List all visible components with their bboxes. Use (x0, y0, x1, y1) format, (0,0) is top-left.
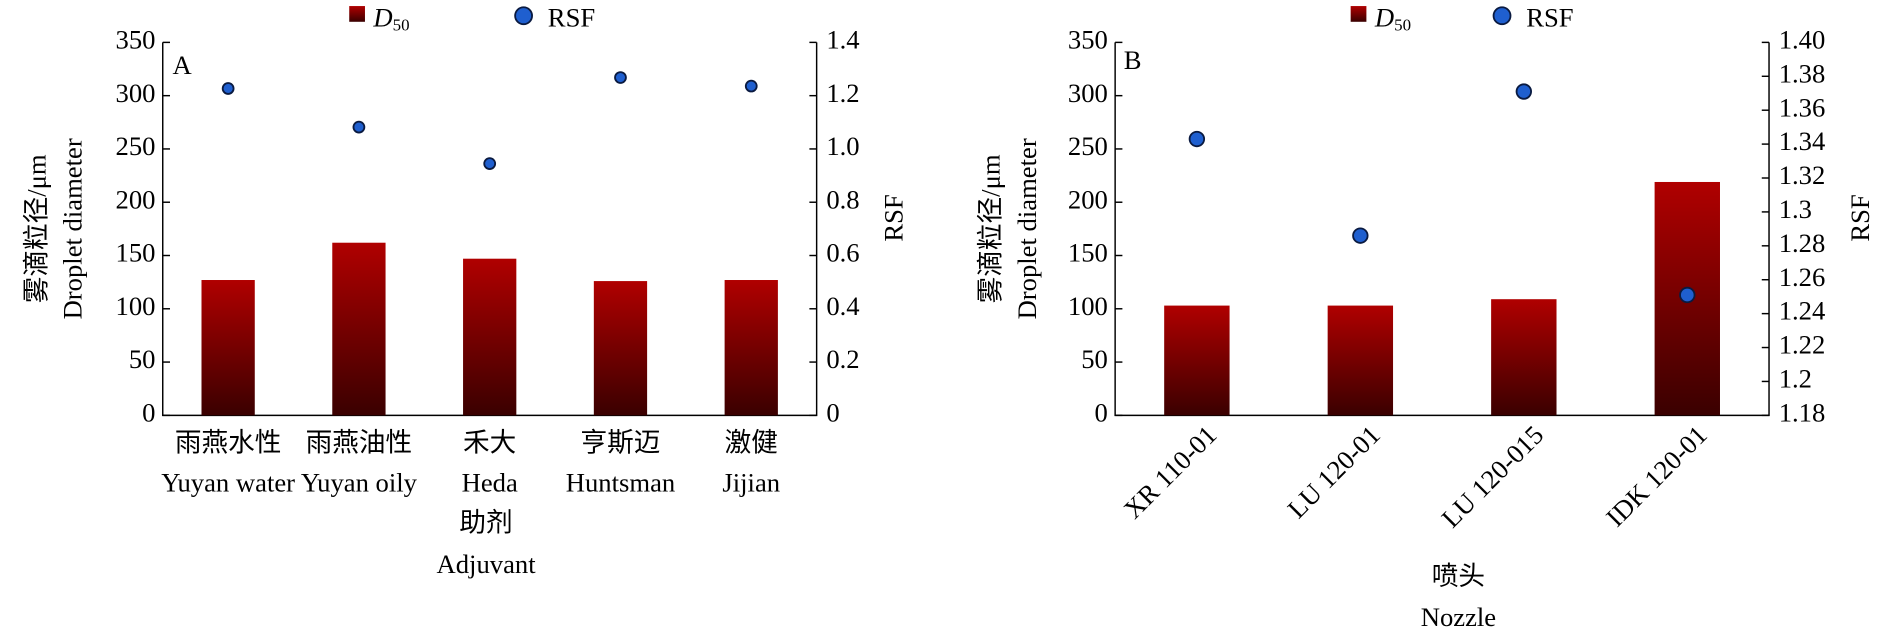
point (221, 82, 235, 95)
y2-tick-label: 1.2 (1779, 364, 1812, 394)
y2-tick-label: 1.38 (1779, 58, 1826, 88)
y-tick-label: 0 (1095, 397, 1108, 427)
y-tick-label: 200 (116, 184, 156, 214)
y-tick-label: 300 (1068, 78, 1108, 108)
legend-label: D50 (1374, 3, 1411, 35)
y2-tick-label: 1.32 (1779, 160, 1826, 190)
legend-label: D50 (372, 3, 409, 35)
x-axis-label: Adjuvant (437, 549, 537, 579)
y2-tick-label: 1.22 (1779, 330, 1826, 360)
x-tick-label: 雨燕水性 (175, 428, 281, 458)
y2-tick-label: 1.36 (1779, 92, 1826, 122)
y-axis-label: Droplet diameter (1012, 138, 1042, 319)
point (352, 120, 366, 134)
y-tick-label: 50 (129, 344, 156, 374)
y2-tick-label: 0.2 (826, 344, 859, 374)
y2-tick-label: 1.0 (826, 131, 859, 161)
y-tick-label: 200 (1068, 184, 1108, 214)
x-tick-label: 禾大 (463, 428, 516, 458)
y2-tick-label: 0.8 (826, 184, 859, 214)
legend-label: RSF (548, 3, 595, 33)
bar (1491, 299, 1557, 416)
y2-tick-label: 0.4 (826, 291, 859, 321)
y2-tick-label: 0.6 (826, 238, 859, 268)
x-tick-label: 激健 (725, 428, 778, 458)
panel-label: A (173, 50, 193, 80)
bar (1164, 305, 1230, 416)
y2-tick-label: 1.3 (1779, 194, 1812, 224)
y-tick-label: 50 (1081, 344, 1108, 374)
y2-tick-label: 1.2 (826, 78, 859, 108)
x-tick-label: Jijian (722, 468, 780, 498)
bar (332, 242, 386, 416)
y-tick-label: 350 (116, 24, 156, 54)
point (744, 79, 758, 93)
y-tick-label: 150 (1068, 238, 1108, 268)
x-tick-label: LU 120-01 (1282, 420, 1386, 524)
bar (1327, 305, 1394, 416)
y-tick-label: 250 (116, 131, 156, 161)
x-tick-label: Yuyan water (161, 468, 295, 498)
point (614, 71, 627, 84)
y-tick-label: 250 (1068, 131, 1108, 161)
y2-tick-label: 1.18 (1779, 397, 1826, 427)
y-tick-label: 100 (116, 291, 156, 321)
y2-tick-label: 0 (826, 397, 839, 427)
legend-label: RSF (1526, 3, 1573, 33)
y-tick-label: 100 (1068, 291, 1108, 321)
x-tick-label: LU 120-015 (1436, 420, 1550, 534)
axis-frame (1114, 42, 1770, 417)
y-axis-label: 雾滴粒径/μm (976, 154, 1006, 303)
y2-tick-label: 1.24 (1779, 296, 1826, 326)
x-tick-label: Yuyan oily (301, 468, 418, 498)
y2-axis-label: RSF (1845, 194, 1875, 241)
y2-tick-label: 1.26 (1779, 262, 1826, 292)
x-tick-label: XR 110-01 (1118, 420, 1223, 525)
y2-axis-label: RSF (879, 194, 909, 241)
point (1188, 130, 1206, 148)
x-tick-label: IDK 120-01 (1600, 420, 1713, 533)
y-axis-label: Droplet diameter (58, 138, 88, 319)
legend-swatch (514, 6, 533, 26)
x-tick-label: Huntsman (566, 468, 675, 498)
y-tick-label: 350 (1068, 24, 1108, 54)
y-tick-label: 300 (116, 78, 156, 108)
y-tick-label: 0 (142, 397, 155, 427)
y2-tick-label: 1.40 (1779, 24, 1826, 54)
bar (201, 280, 255, 416)
legend-swatch (1492, 6, 1512, 26)
y2-tick-label: 1.34 (1779, 126, 1826, 156)
point (1515, 83, 1532, 100)
point (483, 157, 497, 170)
point (1679, 286, 1696, 304)
legend-swatch (1350, 6, 1367, 22)
y2-tick-label: 1.28 (1779, 228, 1826, 258)
x-tick-label: 亨斯迈 (581, 428, 661, 458)
x-axis-label: Nozzle (1421, 602, 1496, 632)
point (1352, 227, 1369, 244)
y-tick-label: 150 (116, 238, 156, 268)
bar (724, 280, 778, 416)
y2-tick-label: 1.4 (826, 24, 859, 54)
x-axis-label: 助剂 (459, 508, 512, 538)
x-tick-label: Heda (462, 468, 518, 498)
panel-label: B (1124, 45, 1142, 75)
bar (463, 258, 517, 416)
y-axis-label: 雾滴粒径/μm (21, 154, 51, 303)
x-axis-label: 喷头 (1432, 561, 1485, 591)
legend-swatch (349, 6, 365, 22)
bar (593, 281, 648, 416)
x-tick-label: 雨燕油性 (306, 428, 412, 458)
